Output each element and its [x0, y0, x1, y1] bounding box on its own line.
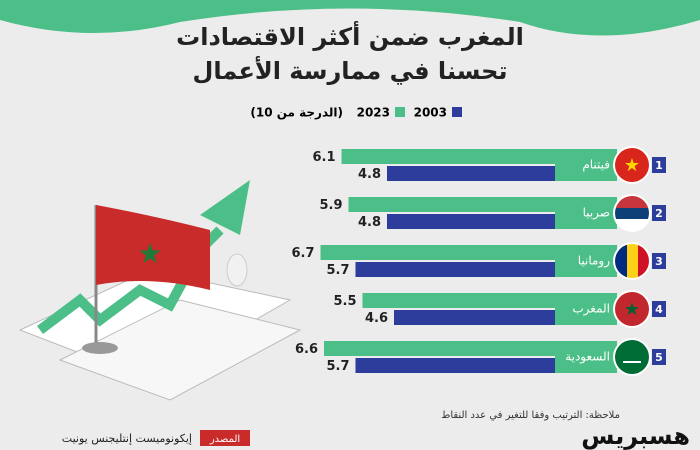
country-panel: [555, 197, 617, 229]
country-panel: [555, 245, 617, 277]
rank-label: 2: [655, 207, 663, 220]
legend-swatch: [395, 107, 405, 117]
category-label: المغرب: [572, 302, 610, 317]
rank-box: [652, 157, 666, 173]
flag: [613, 338, 651, 376]
title-line: المغرب ضمن أكثر الاقتصادات: [176, 21, 524, 51]
rank-box: [652, 349, 666, 365]
rank-label: 5: [655, 351, 663, 364]
value-label: 6.1: [312, 150, 335, 165]
bar: [355, 358, 555, 373]
bar: [324, 341, 555, 356]
category-label: صربيا: [583, 206, 610, 221]
value-label: 6.7: [291, 246, 314, 261]
legend-label: 2003: [414, 106, 447, 120]
category-label: السعودية: [565, 350, 610, 365]
svg-text:★: ★: [624, 299, 640, 320]
flag: [613, 194, 651, 232]
bar: [320, 245, 555, 260]
bar: [387, 214, 555, 229]
source: إيكونوميست إنتليجنس يونيت: [62, 432, 192, 445]
illustration: ★: [18, 180, 302, 401]
value-label: 5.7: [326, 263, 349, 278]
flag: ★: [613, 146, 651, 184]
country-panel: [555, 149, 617, 181]
category-label: فيتنام: [582, 158, 610, 172]
bar: [341, 149, 555, 164]
bar: [348, 197, 555, 212]
rank-box: [652, 301, 666, 317]
bar: [362, 293, 555, 308]
rank-label: 3: [655, 255, 663, 268]
logo: هسبريس: [581, 422, 690, 450]
value-label: 4.8: [358, 215, 381, 230]
value-label: 5.5: [333, 294, 356, 309]
country-panel: [555, 293, 617, 325]
bar: [355, 262, 555, 277]
legend-label: 2023: [357, 106, 390, 120]
source-badge: [200, 430, 250, 446]
rank-box: [652, 253, 666, 269]
rank-label: 1: [655, 159, 663, 172]
value-label: 4.8: [358, 167, 381, 182]
svg-text:★: ★: [624, 155, 640, 176]
category-label: رومانيا: [578, 254, 610, 269]
legend-swatch: [452, 107, 462, 117]
rank-label: 4: [655, 303, 663, 316]
bar: [394, 310, 555, 325]
bar: [387, 166, 555, 181]
value-label: 5.7: [326, 359, 349, 374]
legend-note: (الدرجة من 10): [250, 106, 343, 120]
value-label: 4.6: [365, 311, 388, 326]
country-panel: [555, 341, 617, 373]
rank-box: [652, 205, 666, 221]
top-banner: [0, 0, 700, 36]
value-label: 5.9: [319, 198, 342, 213]
source-label: المصدر: [209, 434, 240, 445]
title-line: تحسنا في ممارسة الأعمال: [193, 56, 508, 85]
flag: [613, 242, 651, 280]
value-label: 6.6: [295, 342, 318, 357]
flag: ★: [613, 290, 651, 328]
footnote: ملاحظة: الترتيب وفقا للتغير في عدد النقا…: [441, 410, 620, 421]
svg-text:★: ★: [137, 237, 162, 270]
